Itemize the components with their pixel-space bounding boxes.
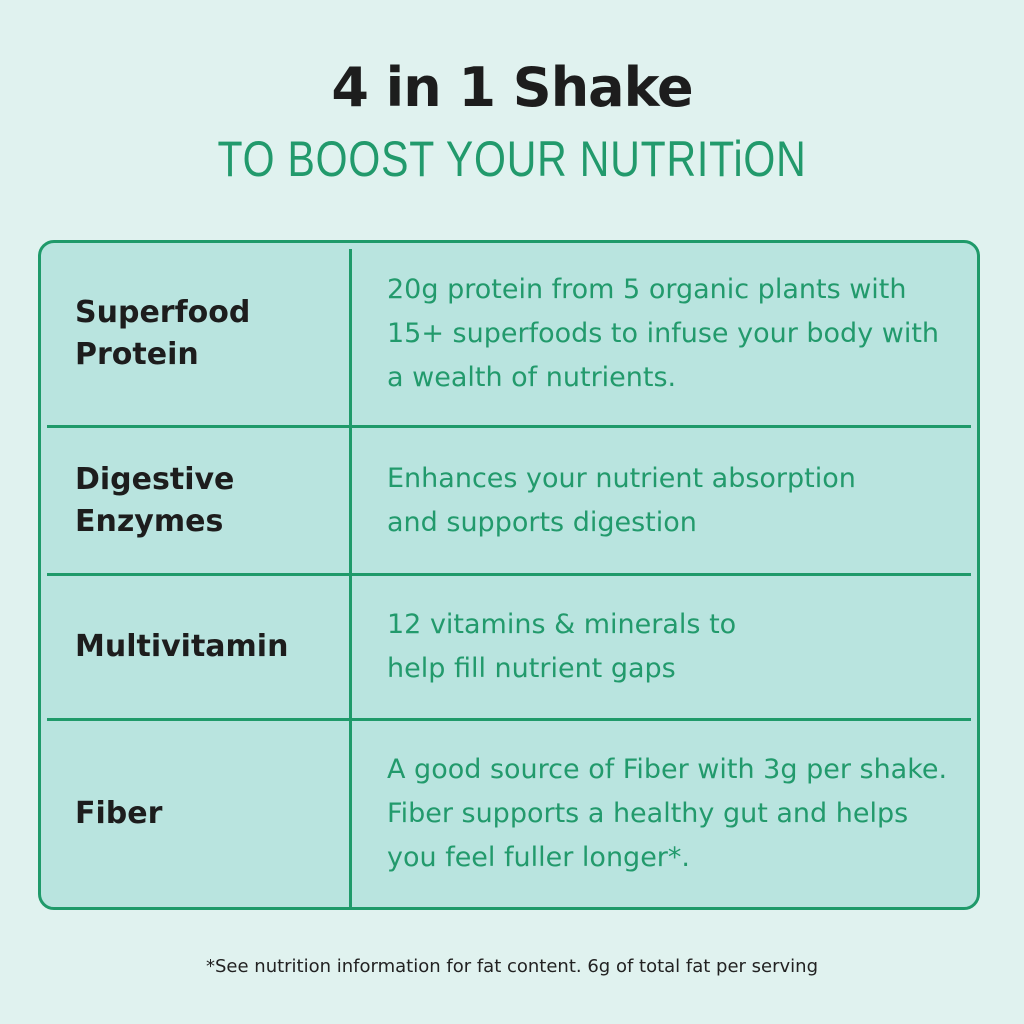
page-subtitle: TO BOOST YOUR NUTRITiON	[217, 131, 807, 187]
table-row: Multivitamin 12 vitamins & minerals to h…	[41, 576, 977, 718]
row-label: Fiber	[75, 796, 163, 831]
benefits-table: Superfood Protein 20g protein from 5 org…	[38, 240, 980, 910]
row-divider	[47, 425, 971, 428]
table-row: Digestive Enzymes Enhances your nutrient…	[41, 428, 977, 573]
table-row: Superfood Protein 20g protein from 5 org…	[41, 243, 977, 425]
row-description: Enhances your nutrient absorption and su…	[387, 462, 856, 538]
row-label: Multivitamin	[75, 629, 289, 664]
row-divider	[47, 573, 971, 576]
row-description: 20g protein from 5 organic plants with 1…	[387, 274, 940, 393]
column-divider	[349, 249, 352, 907]
row-description: 12 vitamins & minerals to help fill nutr…	[387, 609, 737, 684]
footnote: *See nutrition information for fat conte…	[205, 956, 819, 977]
row-label: Superfood Protein	[75, 295, 251, 372]
table-row: Fiber A good source of Fiber with 3g per…	[41, 721, 977, 907]
page-title: 4 in 1 Shake	[331, 56, 693, 119]
row-label: Digestive Enzymes	[75, 461, 235, 539]
row-divider	[47, 718, 971, 721]
row-description: A good source of Fiber with 3g per shake…	[387, 754, 948, 873]
